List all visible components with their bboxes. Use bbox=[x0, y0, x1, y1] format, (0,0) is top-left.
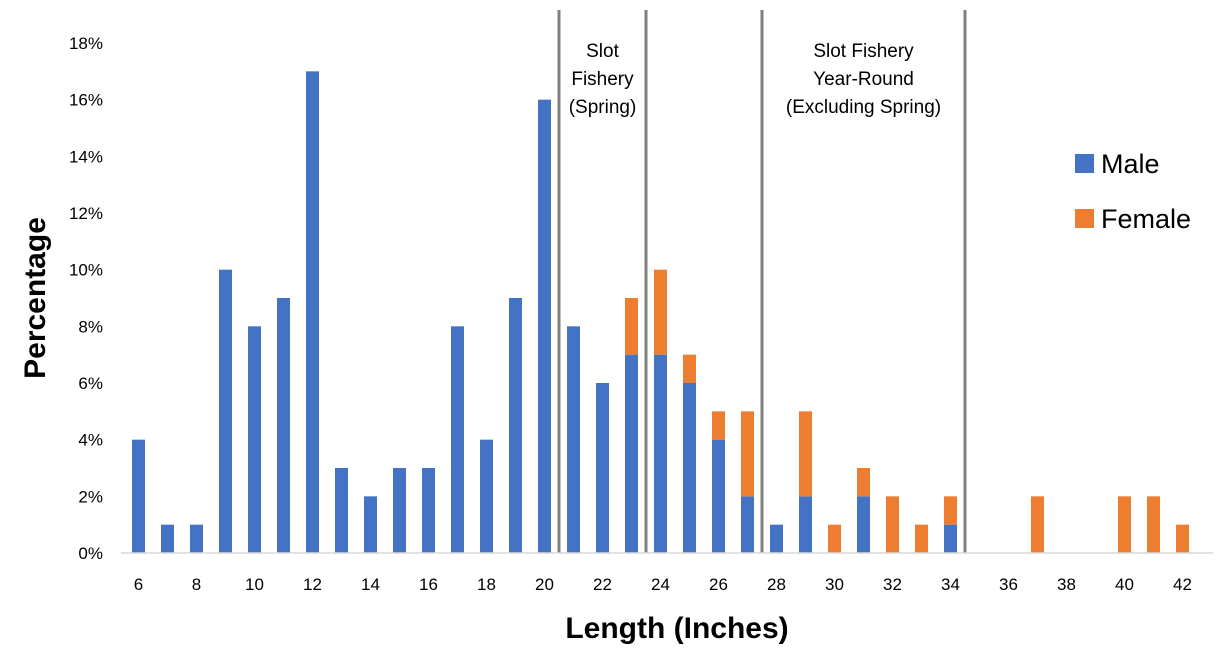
y-tick-label: 16% bbox=[69, 91, 103, 110]
x-tick-label: 20 bbox=[535, 575, 554, 594]
x-tick-label: 42 bbox=[1173, 575, 1192, 594]
y-tick-label: 4% bbox=[78, 431, 103, 450]
x-tick-label: 26 bbox=[709, 575, 728, 594]
bar-female-23 bbox=[625, 298, 638, 355]
y-tick-label: 2% bbox=[78, 487, 103, 506]
bar-female-33 bbox=[915, 524, 928, 553]
bar-male-26 bbox=[712, 439, 725, 553]
bar-male-20 bbox=[538, 99, 551, 554]
bar-male-9 bbox=[219, 269, 232, 553]
bar-female-24 bbox=[654, 269, 667, 355]
bar-female-34 bbox=[944, 496, 957, 525]
x-tick-label: 6 bbox=[134, 575, 143, 594]
legend-swatch-male bbox=[1075, 154, 1094, 173]
y-tick-label: 10% bbox=[69, 261, 103, 280]
x-tick-label: 8 bbox=[192, 575, 201, 594]
y-tick-label: 14% bbox=[69, 147, 103, 166]
bar-female-32 bbox=[886, 496, 899, 553]
x-axis-title: Length (Inches) bbox=[565, 612, 788, 645]
x-tick-label: 16 bbox=[419, 575, 438, 594]
zone-label-line: Year-Round bbox=[813, 69, 914, 90]
x-tick-label: 18 bbox=[477, 575, 496, 594]
bar-male-17 bbox=[451, 326, 464, 553]
bars-layer bbox=[132, 71, 1189, 554]
zone-label-line: Fishery bbox=[571, 69, 634, 90]
y-tick-label: 12% bbox=[69, 204, 103, 223]
legend-label-male: Male bbox=[1101, 149, 1160, 179]
bar-male-29 bbox=[799, 496, 812, 553]
bar-male-12 bbox=[306, 71, 319, 553]
y-axis-title: Percentage bbox=[19, 217, 52, 379]
bar-male-8 bbox=[190, 524, 203, 553]
y-tick-labels: 0% 2% 4% 6% 8% 10% 12% 14% 16% 18% bbox=[69, 34, 103, 563]
legend: Male Female bbox=[1075, 149, 1191, 234]
bar-male-11 bbox=[277, 298, 290, 553]
x-tick-label: 36 bbox=[999, 575, 1018, 594]
bar-male-18 bbox=[480, 439, 493, 553]
bar-male-21 bbox=[567, 326, 580, 553]
x-tick-label: 10 bbox=[245, 575, 264, 594]
y-tick-label: 0% bbox=[78, 544, 103, 563]
bar-male-7 bbox=[161, 524, 174, 553]
bar-male-15 bbox=[393, 468, 406, 553]
bar-female-30 bbox=[828, 524, 841, 553]
x-tick-label: 24 bbox=[651, 575, 670, 594]
x-tick-label: 38 bbox=[1057, 575, 1076, 594]
bar-male-34 bbox=[944, 524, 957, 553]
zone-label-line: (Spring) bbox=[569, 97, 637, 118]
bar-male-24 bbox=[654, 354, 667, 553]
bar-male-31 bbox=[857, 496, 870, 553]
zone-label-line: Slot Fishery bbox=[813, 41, 914, 62]
bar-female-27 bbox=[741, 411, 754, 497]
y-tick-label: 6% bbox=[78, 374, 103, 393]
bar-female-40 bbox=[1118, 496, 1131, 553]
zone-label-line: Slot bbox=[586, 41, 619, 62]
x-tick-label: 34 bbox=[941, 575, 960, 594]
bar-female-31 bbox=[857, 468, 870, 497]
y-tick-label: 8% bbox=[78, 317, 103, 336]
x-tick-label: 30 bbox=[825, 575, 844, 594]
zone-label-line: (Excluding Spring) bbox=[786, 97, 941, 118]
bar-female-26 bbox=[712, 411, 725, 440]
bar-male-19 bbox=[509, 298, 522, 553]
x-tick-label: 22 bbox=[593, 575, 612, 594]
bar-male-22 bbox=[596, 383, 609, 553]
bar-male-25 bbox=[683, 383, 696, 553]
x-tick-label: 28 bbox=[767, 575, 786, 594]
x-tick-labels: 6 8 10 12 14 16 18 20 22 24 26 28 30 32 34 36 38 40 42 bbox=[134, 575, 1192, 594]
x-tick-label: 40 bbox=[1115, 575, 1134, 594]
x-tick-label: 32 bbox=[883, 575, 902, 594]
x-tick-label: 14 bbox=[361, 575, 380, 594]
bar-female-42 bbox=[1176, 524, 1189, 553]
bar-male-23 bbox=[625, 354, 638, 553]
bar-male-16 bbox=[422, 468, 435, 553]
bar-female-37 bbox=[1031, 496, 1044, 553]
bar-male-14 bbox=[364, 496, 377, 553]
bar-male-28 bbox=[770, 524, 783, 553]
bar-female-25 bbox=[683, 354, 696, 383]
bar-male-13 bbox=[335, 468, 348, 553]
zone-labels: Slot Fishery (Spring) Slot Fishery Year-Roun… bbox=[569, 41, 941, 118]
legend-swatch-female bbox=[1075, 209, 1094, 228]
boundary-lines-layer bbox=[557, 10, 967, 553]
bar-female-41 bbox=[1147, 496, 1160, 553]
bar-female-29 bbox=[799, 411, 812, 497]
x-tick-label: 12 bbox=[303, 575, 322, 594]
bar-male-10 bbox=[248, 326, 261, 553]
y-tick-label: 18% bbox=[69, 34, 103, 53]
bar-male-27 bbox=[741, 496, 754, 553]
bar-male-6 bbox=[132, 439, 145, 553]
legend-label-female: Female bbox=[1101, 204, 1191, 234]
